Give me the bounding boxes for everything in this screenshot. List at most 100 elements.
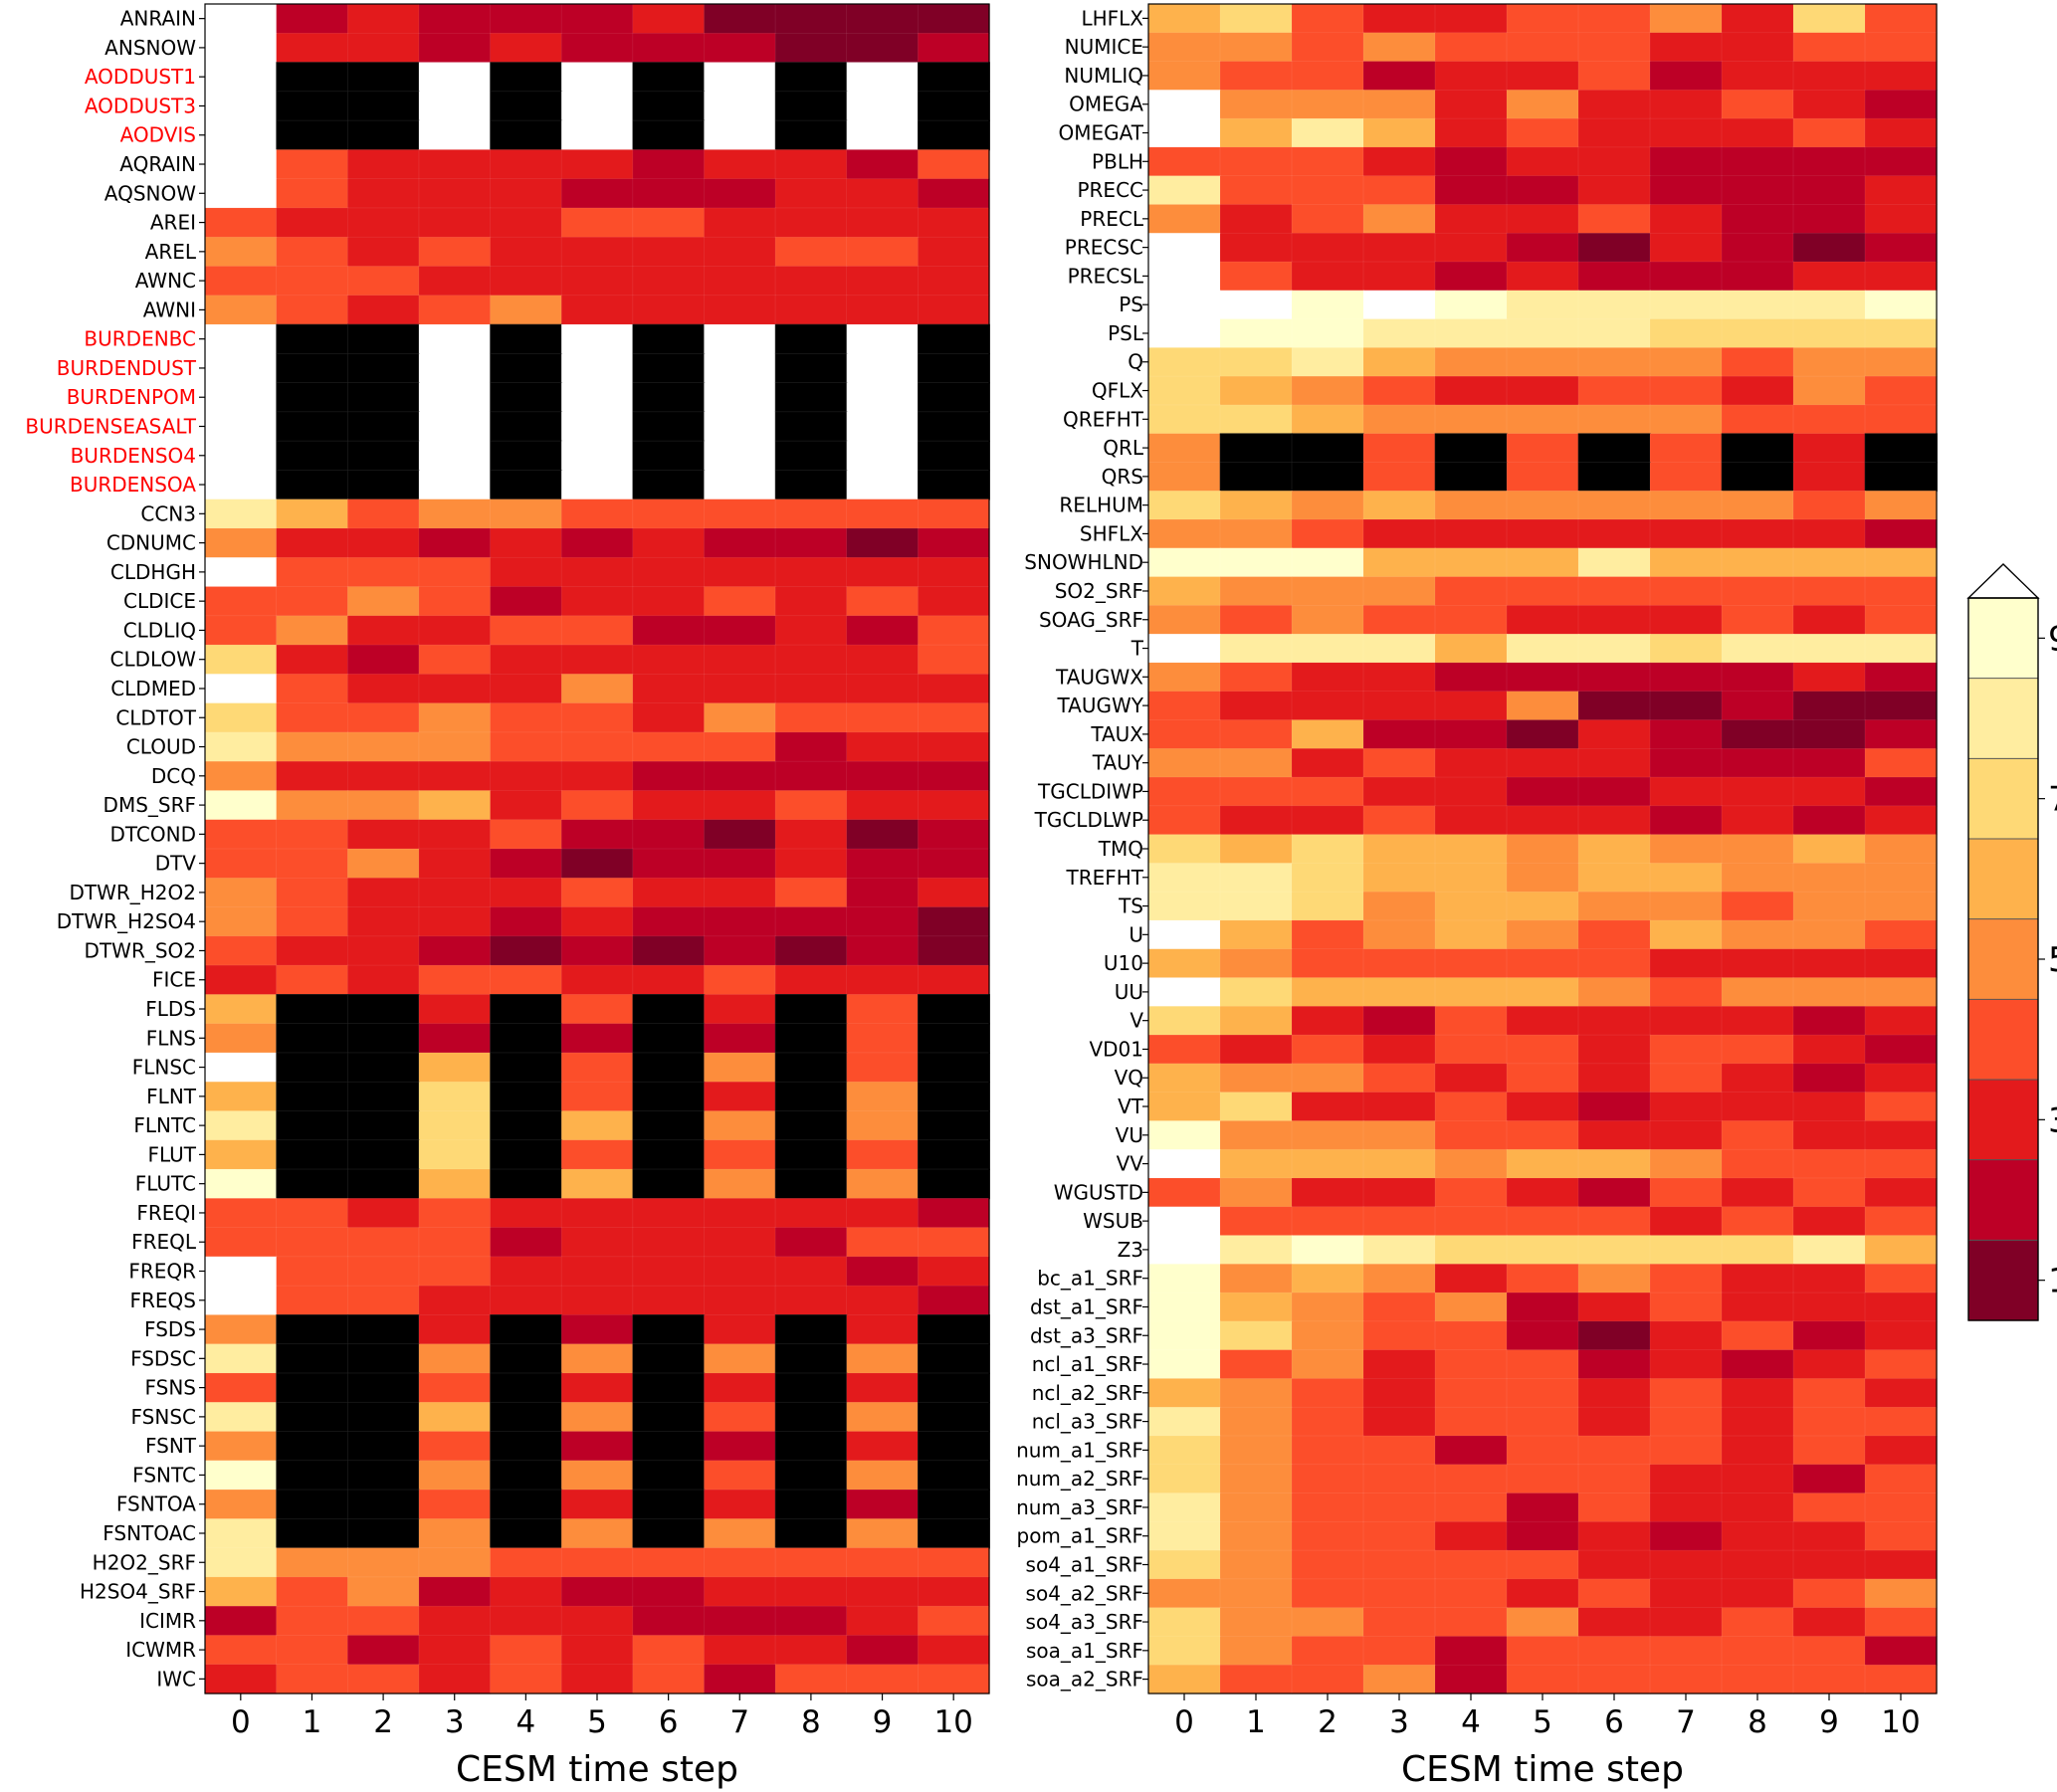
heatmap-cell xyxy=(346,1139,420,1170)
heatmap-cell xyxy=(1721,1406,1794,1437)
heatmap-cell xyxy=(560,1518,634,1549)
heatmap-cell xyxy=(560,644,634,676)
heatmap-cell xyxy=(1864,1206,1938,1237)
y-tick-label: AQSNOW xyxy=(104,181,196,205)
heatmap-cell xyxy=(418,674,492,704)
heatmap-cell xyxy=(1577,891,1651,921)
heatmap-cell xyxy=(1792,805,1866,836)
y-tick-label: num_a3_SRF xyxy=(1016,1495,1143,1519)
heatmap-cell xyxy=(1792,1148,1866,1179)
heatmap-cell xyxy=(918,1227,990,1258)
heatmap-cell xyxy=(846,498,920,529)
heatmap-cell xyxy=(276,32,349,64)
heatmap-cell xyxy=(704,1401,776,1433)
heatmap-cell xyxy=(346,498,420,529)
heatmap-cell xyxy=(560,1489,634,1520)
heatmap-cell xyxy=(1577,1320,1651,1351)
heatmap-cell xyxy=(276,353,349,384)
y-tick-label: DTWR_H2O2 xyxy=(69,881,196,904)
heatmap-cell xyxy=(1147,834,1221,865)
heatmap-cell xyxy=(1577,1378,1651,1409)
heatmap-cell xyxy=(1219,977,1293,1008)
heatmap-cell xyxy=(1577,261,1651,292)
heatmap-cell xyxy=(1577,1349,1651,1380)
heatmap-cell xyxy=(1506,1549,1579,1580)
heatmap-cell xyxy=(1721,175,1794,206)
heatmap-cell xyxy=(1649,490,1723,520)
heatmap-cell xyxy=(1362,1292,1436,1322)
heatmap-cell xyxy=(276,994,349,1025)
heatmap-cell xyxy=(418,760,492,792)
y-tick-label: AODDUST3 xyxy=(85,94,196,117)
heatmap-cell xyxy=(490,556,563,588)
heatmap-cell xyxy=(1147,290,1221,320)
heatmap-cell xyxy=(918,1401,990,1433)
heatmap-cell xyxy=(1792,977,1866,1008)
heatmap-cell xyxy=(1434,1063,1508,1094)
heatmap-cell xyxy=(918,32,990,64)
heatmap-cell xyxy=(1577,1092,1651,1122)
heatmap-cell xyxy=(704,1227,776,1258)
heatmap-cell xyxy=(846,1110,920,1141)
heatmap-cell xyxy=(774,760,848,792)
heatmap-cell xyxy=(774,964,848,996)
heatmap-cell xyxy=(1577,3,1651,34)
heatmap-cell xyxy=(632,353,706,384)
heatmap-cell xyxy=(560,1460,634,1491)
heatmap-cell xyxy=(1434,1378,1508,1409)
y-tick-label: WGUSTD xyxy=(1054,1180,1143,1204)
heatmap-cell xyxy=(846,3,920,35)
heatmap-cell xyxy=(1147,805,1221,836)
heatmap-cell xyxy=(1147,1292,1221,1322)
heatmap-cell xyxy=(1792,204,1866,235)
heatmap-cell xyxy=(918,353,990,384)
heatmap-cell xyxy=(1434,518,1508,549)
heatmap-cell xyxy=(846,236,920,268)
heatmap-cell xyxy=(704,295,776,325)
y-tick-label: DTV xyxy=(155,852,197,876)
heatmap-cell xyxy=(1506,891,1579,921)
heatmap-cell xyxy=(1577,662,1651,693)
heatmap-cell xyxy=(1577,90,1651,120)
heatmap-cell xyxy=(560,1256,634,1288)
heatmap-cell xyxy=(1577,1120,1651,1151)
y-tick-label: SO2_SRF xyxy=(1055,579,1143,603)
heatmap-cell xyxy=(490,702,563,733)
heatmap-cell xyxy=(1506,117,1579,148)
heatmap-cell xyxy=(346,615,420,646)
heatmap-cell xyxy=(346,1635,420,1666)
heatmap-cell xyxy=(1649,1549,1723,1580)
heatmap-cell xyxy=(918,1576,990,1608)
heatmap-cell xyxy=(1864,146,1938,177)
heatmap-cell xyxy=(490,178,563,209)
heatmap-cell xyxy=(204,1081,278,1112)
y-tick-label: BURDENSOA xyxy=(70,473,196,497)
heatmap-cell xyxy=(1577,146,1651,177)
heatmap-cell xyxy=(918,935,990,967)
heatmap-cell xyxy=(1291,919,1364,950)
heatmap-cell xyxy=(1577,948,1651,979)
heatmap-cell xyxy=(1721,3,1794,34)
heatmap-cell xyxy=(1219,1148,1293,1179)
y-tick-label: FSNTOA xyxy=(116,1493,196,1516)
heatmap-cell xyxy=(560,790,634,821)
heatmap-cell xyxy=(774,1256,848,1288)
heatmap-cell xyxy=(1147,863,1221,894)
heatmap-cell xyxy=(418,1168,492,1200)
heatmap-cell xyxy=(418,1023,492,1054)
heatmap-cell xyxy=(774,615,848,646)
heatmap-cell xyxy=(204,382,278,413)
heatmap-cell xyxy=(774,1576,848,1608)
heatmap-cell xyxy=(490,1460,563,1491)
heatmap-cell xyxy=(1864,3,1938,34)
heatmap-cell xyxy=(276,586,349,617)
heatmap-cell xyxy=(846,295,920,325)
heatmap-cell xyxy=(918,848,990,880)
heatmap-cell xyxy=(1291,1320,1364,1351)
heatmap-cell xyxy=(560,1198,634,1229)
heatmap-cell xyxy=(346,236,420,268)
heatmap-cell xyxy=(346,119,420,151)
heatmap-cell xyxy=(560,1431,634,1462)
heatmap-cell xyxy=(1362,261,1436,292)
heatmap-cell xyxy=(1434,90,1508,120)
